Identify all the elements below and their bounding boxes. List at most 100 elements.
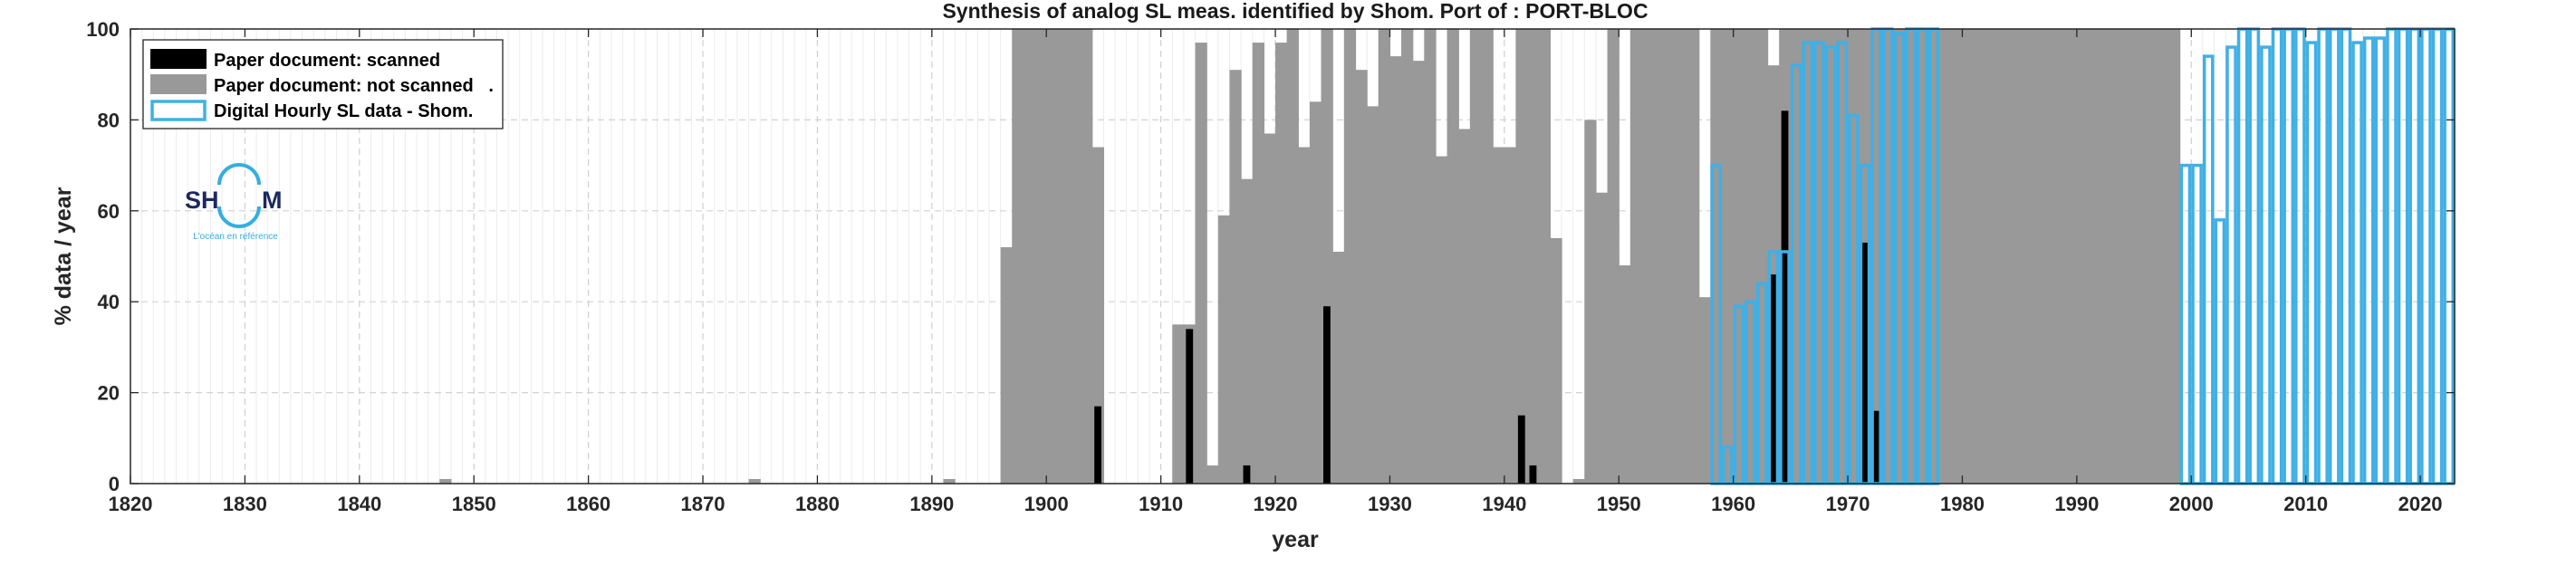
not-scanned-bar bbox=[943, 478, 956, 484]
not-scanned-bar bbox=[2008, 29, 2021, 484]
not-scanned-bar bbox=[1595, 192, 1609, 484]
logo-tagline: L'océan en référence bbox=[193, 232, 278, 242]
logo-text-left: SH bbox=[185, 187, 219, 214]
x-tick-label: 2000 bbox=[2169, 493, 2214, 515]
plot-frame bbox=[130, 28, 2456, 484]
x-tick-label: 1820 bbox=[109, 493, 153, 515]
legend-swatch-not-scanned bbox=[150, 74, 207, 94]
not-scanned-bar bbox=[1447, 29, 1459, 484]
legend: Paper document: scanned Paper document: … bbox=[142, 39, 504, 130]
not-scanned-bar bbox=[2122, 29, 2135, 484]
x-tick-label: 1890 bbox=[909, 493, 954, 515]
not-scanned-bar bbox=[748, 478, 761, 484]
not-scanned-bar bbox=[1252, 43, 1264, 484]
not-scanned-bar bbox=[1493, 147, 1505, 484]
not-scanned-bar bbox=[2053, 29, 2066, 484]
not-scanned-bar bbox=[1401, 29, 1414, 484]
chart-title: Synthesis of analog SL meas. identified … bbox=[942, 0, 1648, 23]
x-tick-label: 1910 bbox=[1139, 493, 1183, 515]
not-scanned-bar bbox=[1367, 106, 1379, 484]
not-scanned-bar bbox=[2065, 29, 2078, 484]
not-scanned-bar bbox=[1538, 29, 1552, 484]
x-tick-label: 1990 bbox=[2054, 493, 2099, 515]
not-scanned-bar bbox=[2031, 29, 2043, 484]
not-scanned-bar bbox=[1046, 29, 1059, 484]
not-scanned-bar bbox=[1332, 251, 1345, 484]
legend-swatch-digital bbox=[150, 100, 207, 121]
x-tick-label: 2010 bbox=[2283, 493, 2328, 515]
not-scanned-bar bbox=[1996, 29, 2009, 484]
not-scanned-bar bbox=[1309, 101, 1322, 484]
scanned-bar bbox=[1094, 406, 1102, 484]
not-scanned-bar bbox=[1607, 29, 1620, 484]
y-tick-label: 0 bbox=[109, 473, 120, 495]
not-scanned-bar bbox=[1023, 29, 1036, 484]
y-tick-label: 80 bbox=[98, 109, 120, 131]
not-scanned-bar bbox=[1469, 29, 1483, 484]
scanned-bar bbox=[1186, 329, 1194, 484]
not-scanned-bar bbox=[1000, 246, 1013, 484]
x-tick-label: 1950 bbox=[1597, 493, 1641, 515]
shom-logo: SH M L'océan en référence bbox=[185, 163, 283, 242]
not-scanned-bar bbox=[2110, 29, 2124, 484]
not-scanned-bar bbox=[1550, 237, 1562, 484]
not-scanned-bar bbox=[1653, 29, 1666, 484]
scanned-bar bbox=[1861, 242, 1869, 484]
y-tick-label: 100 bbox=[86, 18, 120, 41]
not-scanned-bar bbox=[1012, 29, 1024, 484]
x-tick-label: 1970 bbox=[1826, 493, 1870, 515]
not-scanned-bar bbox=[1389, 56, 1402, 484]
y-tick-label: 20 bbox=[98, 382, 120, 405]
scanned-bar bbox=[1781, 110, 1789, 484]
not-scanned-bar bbox=[1939, 29, 1952, 484]
not-scanned-bar bbox=[2167, 29, 2181, 484]
not-scanned-bar bbox=[1676, 29, 1688, 484]
legend-label-not-scanned: Paper document: not scanned . bbox=[214, 76, 494, 96]
scanned-bar bbox=[1872, 410, 1880, 484]
not-scanned-bar bbox=[2100, 29, 2112, 484]
not-scanned-bar bbox=[1217, 215, 1231, 484]
not-scanned-bar bbox=[1629, 29, 1643, 484]
scanned-bar bbox=[1323, 306, 1331, 484]
not-scanned-bar bbox=[2088, 29, 2100, 484]
not-scanned-bar bbox=[1355, 70, 1368, 484]
not-scanned-bar bbox=[1436, 156, 1448, 484]
not-scanned-bar bbox=[1572, 478, 1585, 484]
x-tick-label: 1960 bbox=[1711, 493, 1755, 515]
x-tick-label: 2020 bbox=[2398, 493, 2443, 515]
not-scanned-bar bbox=[1641, 29, 1654, 484]
not-scanned-bar bbox=[1424, 29, 1437, 484]
not-scanned-bar bbox=[1722, 29, 1735, 484]
legend-label-scanned: Paper document: scanned bbox=[214, 51, 440, 71]
x-tick-label: 1860 bbox=[566, 493, 610, 515]
scanned-bar bbox=[1769, 274, 1777, 484]
not-scanned-bar bbox=[2076, 29, 2090, 484]
not-scanned-bar bbox=[2019, 29, 2032, 484]
x-axis-label: year bbox=[1272, 527, 1319, 552]
scanned-bar bbox=[1529, 465, 1537, 484]
not-scanned-bar bbox=[1343, 29, 1357, 484]
x-tick-label: 1830 bbox=[223, 493, 267, 515]
not-scanned-bar bbox=[1172, 324, 1185, 484]
not-scanned-bar bbox=[1619, 265, 1631, 484]
not-scanned-bar bbox=[1584, 120, 1597, 484]
not-scanned-bar bbox=[439, 478, 452, 484]
not-scanned-bar bbox=[1974, 29, 1986, 484]
x-tick-label: 1940 bbox=[1482, 493, 1526, 515]
y-tick-label: 40 bbox=[98, 291, 120, 313]
x-tick-label: 1920 bbox=[1254, 493, 1298, 515]
x-tick-label: 1870 bbox=[681, 493, 726, 515]
not-scanned-bar bbox=[1286, 29, 1299, 484]
x-axis-ticks: 1820 1830 1840 1850 1860 1870 1880 1890 1900 1910… bbox=[109, 29, 2443, 515]
y-tick-label: 60 bbox=[98, 200, 120, 223]
not-scanned-bar bbox=[1229, 70, 1242, 484]
x-tick-label: 1850 bbox=[452, 493, 496, 515]
x-tick-label: 1930 bbox=[1368, 493, 1412, 515]
not-scanned-bar bbox=[1698, 297, 1711, 484]
logo-arc-bottom bbox=[217, 206, 261, 228]
x-tick-label: 1900 bbox=[1024, 493, 1069, 515]
not-scanned-bar bbox=[1195, 43, 1207, 484]
logo-text-right: M bbox=[262, 187, 283, 214]
legend-swatch-scanned bbox=[150, 49, 207, 69]
